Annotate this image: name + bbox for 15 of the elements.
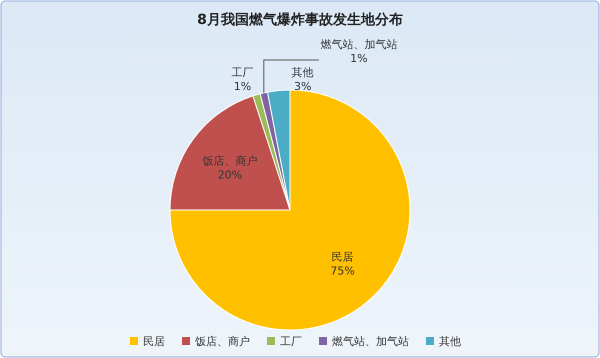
data-label: 1% xyxy=(234,80,252,93)
legend-label: 工厂 xyxy=(280,335,302,348)
legend-label: 其他 xyxy=(439,335,461,348)
legend-label: 饭店、商户 xyxy=(194,335,250,348)
slice-label: 民居 xyxy=(332,250,354,264)
data-label: 20% xyxy=(218,168,242,182)
slice-label: 工厂 xyxy=(232,66,254,79)
slice-label: 燃气站、加气站 xyxy=(320,38,398,51)
data-label: 75% xyxy=(330,264,355,278)
chart-title: 8月我国燃气爆炸事故发生地分布 xyxy=(197,12,403,28)
data-label: 1% xyxy=(350,52,368,65)
slice-label: 饭店、商户 xyxy=(201,154,258,168)
slice-label: 其他 xyxy=(292,66,314,79)
slice-label: 民居 xyxy=(143,335,165,348)
data-label: 3% xyxy=(294,80,312,93)
